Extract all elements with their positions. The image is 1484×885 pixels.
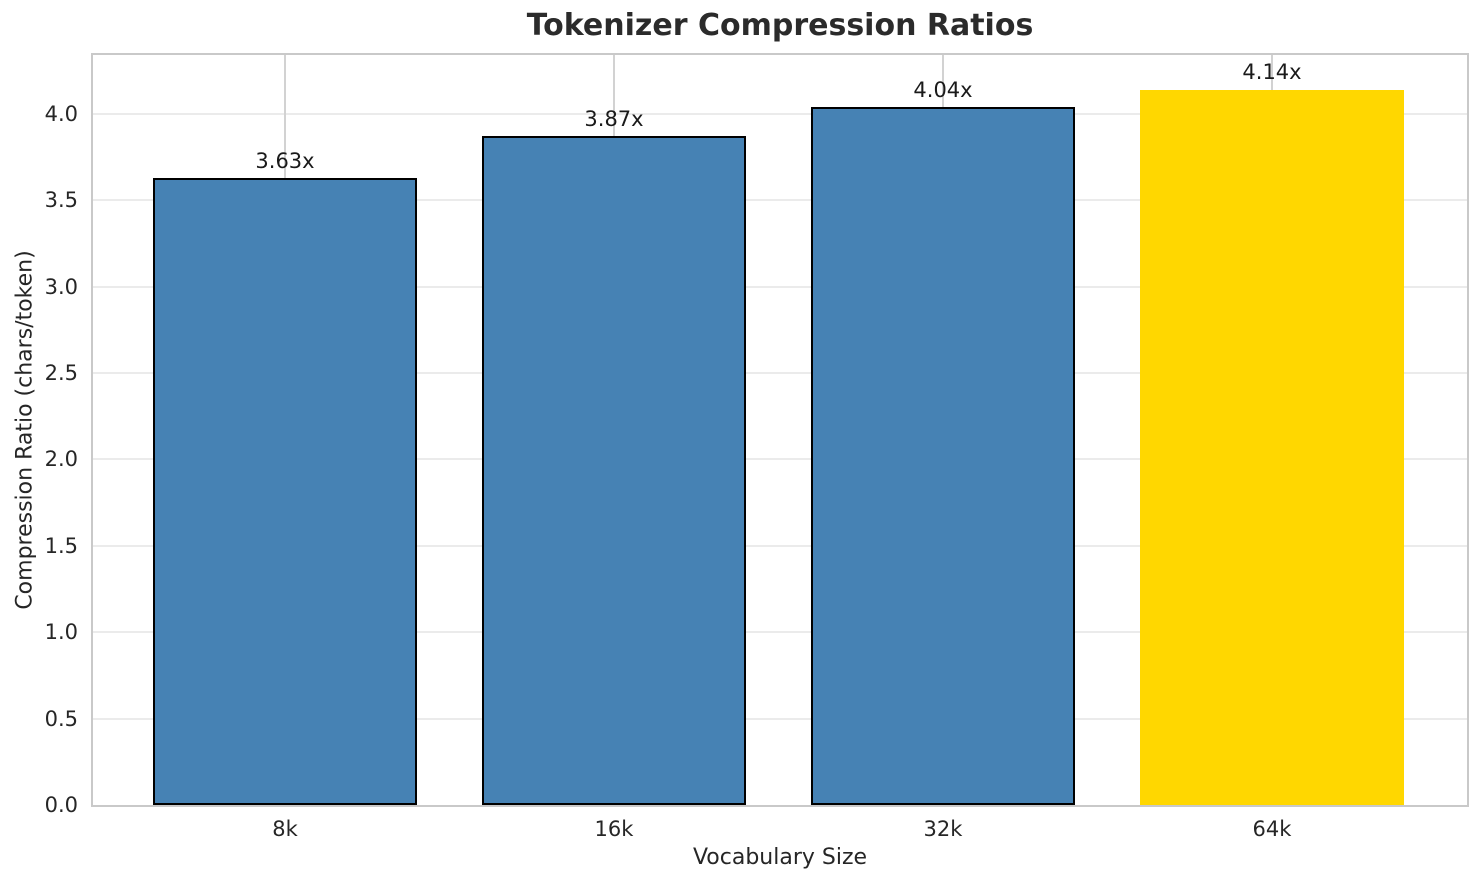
y-tick-label: 2.5 — [44, 360, 78, 385]
horizontal-gridline — [93, 199, 1467, 202]
plot-area: 3.63x 3.87x 4.04x 4.14x — [91, 53, 1469, 807]
bar — [1140, 89, 1404, 805]
bar-value-label: 3.87x — [584, 107, 644, 132]
horizontal-gridline — [93, 285, 1467, 288]
bar — [482, 136, 746, 805]
bar — [153, 177, 417, 805]
y-tick-label: 3.0 — [44, 274, 78, 299]
x-tick-label: 64k — [1252, 817, 1292, 841]
horizontal-gridline — [93, 458, 1467, 461]
y-tick-label: 0.0 — [44, 793, 78, 817]
y-tick-label: 0.5 — [44, 706, 78, 731]
x-tick-label: 8k — [272, 817, 298, 841]
bar-value-label: 4.04x — [913, 77, 973, 102]
bar-value-label: 4.14x — [1242, 60, 1302, 85]
y-tick-label: 1.5 — [44, 533, 78, 558]
horizontal-gridline — [93, 631, 1467, 634]
horizontal-gridline — [93, 717, 1467, 720]
chart-title: Tokenizer Compression Ratios — [526, 8, 1034, 43]
y-tick-label: 4.0 — [44, 101, 78, 126]
x-tick-label: 32k — [923, 817, 963, 841]
horizontal-gridline — [93, 112, 1467, 115]
y-tick-label: 3.5 — [44, 188, 78, 213]
horizontal-gridline — [93, 544, 1467, 547]
bar-value-label: 3.63x — [255, 148, 315, 173]
x-tick-label: 16k — [594, 817, 634, 841]
y-tick-label: 2.0 — [44, 447, 78, 472]
x-axis-label: Vocabulary Size — [692, 845, 868, 870]
bar — [811, 106, 1075, 805]
horizontal-gridline — [93, 371, 1467, 374]
y-tick-label: 1.0 — [44, 620, 78, 645]
